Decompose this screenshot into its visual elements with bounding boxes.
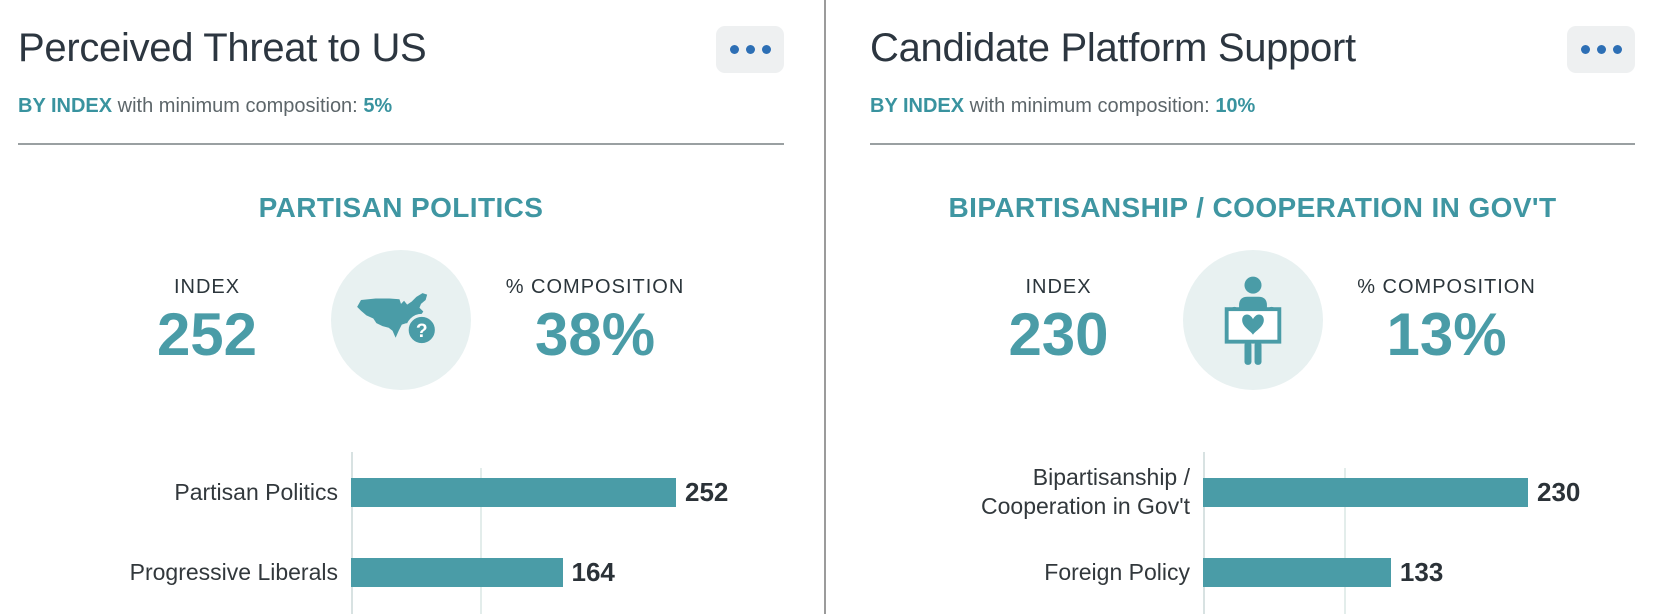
filter-by-label: BY INDEX <box>870 95 965 117</box>
svg-text:?: ? <box>416 321 428 342</box>
chart-category-label: Bipartisanship / Cooperation in Gov't <box>981 464 1190 519</box>
card-menu-button[interactable] <box>716 26 784 73</box>
card-candidate-platform: Candidate Platform Support BY INDEX with… <box>826 0 1668 614</box>
card-header: Perceived Threat to US <box>18 26 784 73</box>
chart-bar[interactable] <box>351 557 563 587</box>
us-map-question-icon: ? <box>357 293 438 347</box>
header-divider <box>18 143 784 145</box>
filter-summary: BY INDEX with minimum composition: 10% <box>870 95 1635 118</box>
section-heading: BIPARTISANSHIP / COOPERATION IN GOV'T <box>948 192 1557 223</box>
index-label: INDEX <box>173 275 241 298</box>
chart-bar[interactable] <box>1203 557 1391 587</box>
card-header: Candidate Platform Support <box>870 26 1635 73</box>
index-stat: INDEX 252 <box>117 276 297 365</box>
filter-summary: BY INDEX with minimum composition: 5% <box>18 95 784 118</box>
chart-value-label: 164 <box>571 556 615 587</box>
section-heading: PARTISAN POLITICS <box>258 192 544 223</box>
bar-chart: Partisan Politics 252 Progressive Liberals… <box>18 452 784 614</box>
composition-label: % COMPOSITION <box>505 275 685 298</box>
chart-bar-row: Partisan Politics 252 <box>18 452 784 532</box>
index-value: 230 <box>1008 300 1109 368</box>
chart-bar-row: Foreign Policy 133 <box>870 532 1635 612</box>
card-menu-button[interactable] <box>1567 26 1635 73</box>
chart-bar[interactable] <box>1203 477 1528 507</box>
stat-row: INDEX 252 ? % COMPOSITION 38% <box>18 250 784 390</box>
chart-plot-lines <box>18 452 784 614</box>
chart-value-label: 133 <box>1399 556 1444 587</box>
card-perceived-threat: Perceived Threat to US BY INDEX with min… <box>0 0 826 614</box>
header-divider <box>870 143 1635 145</box>
chart-category-label: Foreign Policy <box>1044 558 1190 585</box>
ellipsis-icon <box>745 45 755 54</box>
chart-bar[interactable] <box>351 477 676 507</box>
index-label: INDEX <box>1025 275 1092 298</box>
chart-bar-row: Progressive Liberals 164 <box>18 532 784 612</box>
filter-text: with minimum composition: <box>117 95 358 117</box>
ellipsis-icon <box>729 45 739 54</box>
ellipsis-icon <box>1612 45 1622 54</box>
filter-value: 5% <box>363 95 393 117</box>
composition-label: % COMPOSITION <box>1357 275 1536 298</box>
ellipsis-icon <box>1580 45 1590 54</box>
composition-value: 13% <box>1386 300 1507 368</box>
bar-chart: Bipartisanship / Cooperation in Gov't 230… <box>870 452 1635 614</box>
composition-value: 38% <box>534 300 656 368</box>
ellipsis-icon <box>1596 45 1606 54</box>
y-axis-line <box>351 452 353 614</box>
topic-icon-circle <box>1182 250 1323 390</box>
y-axis-line <box>1203 452 1205 614</box>
chart-plot-lines <box>870 452 1635 614</box>
chart-value-label: 230 <box>1537 476 1581 507</box>
person-holding-heart-sign-icon <box>1224 276 1281 365</box>
chart-gridline <box>479 468 482 614</box>
ellipsis-icon <box>761 45 771 54</box>
index-stat: INDEX 230 <box>969 276 1149 365</box>
composition-stat: % COMPOSITION 13% <box>1357 276 1537 365</box>
index-value: 252 <box>156 300 258 368</box>
filter-value: 10% <box>1215 95 1256 117</box>
topic-icon-circle: ? <box>331 250 471 390</box>
chart-category-label: Progressive Liberals <box>129 558 338 585</box>
chart-value-label: 252 <box>685 476 729 507</box>
chart-bar-row: Bipartisanship / Cooperation in Gov't 230 <box>870 452 1635 532</box>
chart-gridline <box>1344 468 1347 614</box>
filter-text: with minimum composition: <box>969 95 1210 117</box>
chart-category-label: Partisan Politics <box>174 478 338 505</box>
page-title: Candidate Platform Support <box>870 26 1356 70</box>
stat-row: INDEX 230 % COMPOSITION 13% <box>870 250 1635 390</box>
page-title: Perceived Threat to US <box>18 26 427 70</box>
filter-by-label: BY INDEX <box>18 95 113 117</box>
composition-stat: % COMPOSITION 38% <box>505 276 685 365</box>
